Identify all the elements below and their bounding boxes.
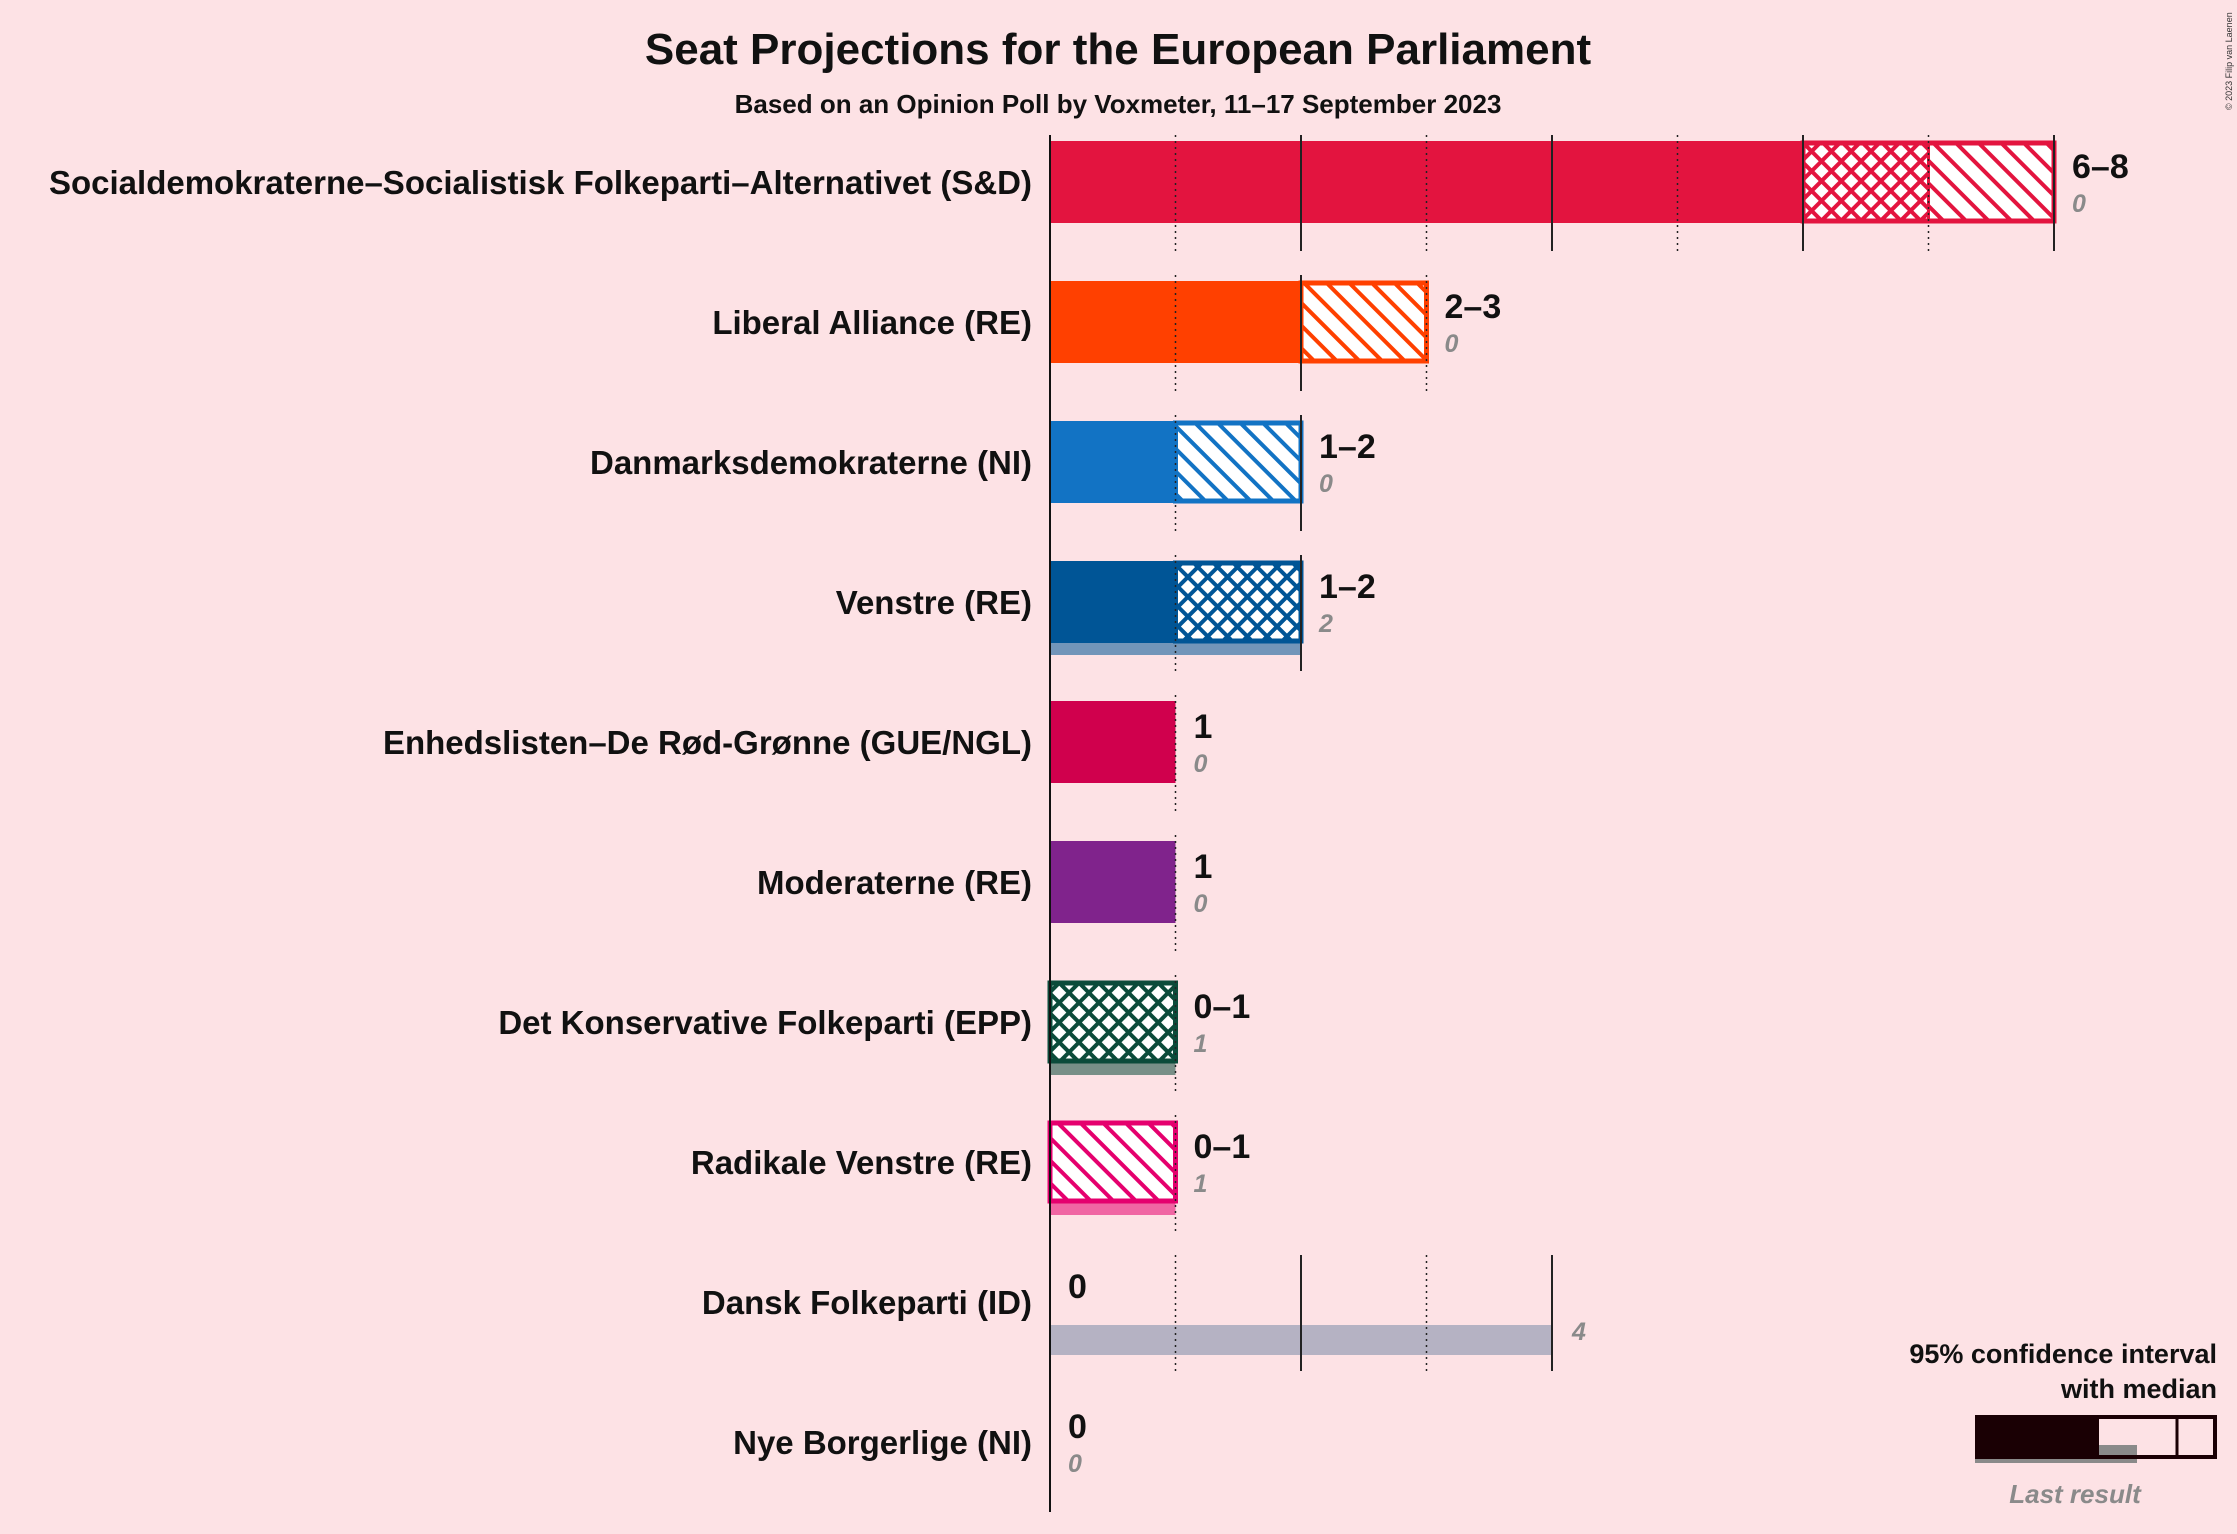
seat-bar-ci-lower xyxy=(1803,141,1929,223)
range-label: 0 xyxy=(1068,1268,1087,1306)
last-result-label: 0 xyxy=(1068,1450,1082,1478)
party-label: Det Konservative Folkeparti (EPP) xyxy=(498,1004,1032,1041)
seat-bar-solid xyxy=(1050,421,1176,503)
range-label: 1 xyxy=(1194,708,1213,746)
chart-subtitle: Based on an Opinion Poll by Voxmeter, 11… xyxy=(735,89,1502,119)
range-label: 1–2 xyxy=(1319,568,1376,606)
seat-bar-ci-lower xyxy=(1050,981,1176,1063)
legend-solid xyxy=(1975,1415,2097,1459)
last-result-label: 4 xyxy=(1571,1318,1586,1346)
legend-hatch xyxy=(2177,1415,2215,1459)
range-label: 1 xyxy=(1194,848,1213,886)
chart-title: Seat Projections for the European Parlia… xyxy=(645,25,1592,74)
range-label: 0 xyxy=(1068,1408,1087,1446)
last-result-label: 2 xyxy=(1318,610,1333,638)
party-label: Danmarksdemokraterne (NI) xyxy=(590,444,1032,481)
legend-last-result-label: Last result xyxy=(2009,1479,2142,1509)
seat-bar-ci-upper xyxy=(1928,141,2054,223)
copyright-text: © 2023 Filip van Laenen xyxy=(2224,12,2234,110)
party-label: Venstre (RE) xyxy=(836,584,1032,621)
legend-title: 95% confidence interval xyxy=(1909,1339,2217,1369)
seat-bar-ci-lower xyxy=(1175,561,1301,643)
range-label: 0–1 xyxy=(1194,1128,1251,1166)
last-result-label: 0 xyxy=(1445,330,1459,358)
last-result-label: 0 xyxy=(1194,750,1208,778)
last-result-label: 0 xyxy=(1319,470,1333,498)
seat-bar-solid xyxy=(1050,561,1176,643)
range-label: 0–1 xyxy=(1194,988,1251,1026)
legend-outline xyxy=(2095,1415,2217,1459)
party-label: Nye Borgerlige (NI) xyxy=(733,1424,1032,1461)
seat-bar-ci-upper xyxy=(1050,1121,1176,1203)
party-label: Radikale Venstre (RE) xyxy=(691,1144,1032,1181)
party-label: Socialdemokraterne–Socialistisk Folkepar… xyxy=(49,164,1032,201)
legend-subtitle: with median xyxy=(2060,1374,2217,1404)
bars-group: Socialdemokraterne–Socialistisk Folkepar… xyxy=(49,135,2129,1512)
range-label: 2–3 xyxy=(1445,288,1502,326)
last-result-label: 0 xyxy=(2072,190,2086,218)
seat-bar-solid xyxy=(1050,701,1176,783)
last-result-label: 0 xyxy=(1194,890,1208,918)
last-result-label: 1 xyxy=(1194,1030,1208,1058)
seat-bar-solid xyxy=(1050,841,1176,923)
party-label: Dansk Folkeparti (ID) xyxy=(702,1284,1032,1321)
seat-bar-ci-upper xyxy=(1301,281,1427,363)
range-label: 1–2 xyxy=(1319,428,1376,466)
legend: 95% confidence interval with median Last r… xyxy=(1909,1339,2217,1509)
party-label: Liberal Alliance (RE) xyxy=(712,304,1032,341)
party-label: Moderaterne (RE) xyxy=(757,864,1032,901)
last-result-label: 1 xyxy=(1194,1170,1208,1198)
party-label: Enhedslisten–De Rød-Grønne (GUE/NGL) xyxy=(383,724,1032,761)
range-label: 6–8 xyxy=(2072,148,2129,186)
seat-bar-ci-upper xyxy=(1175,421,1301,503)
